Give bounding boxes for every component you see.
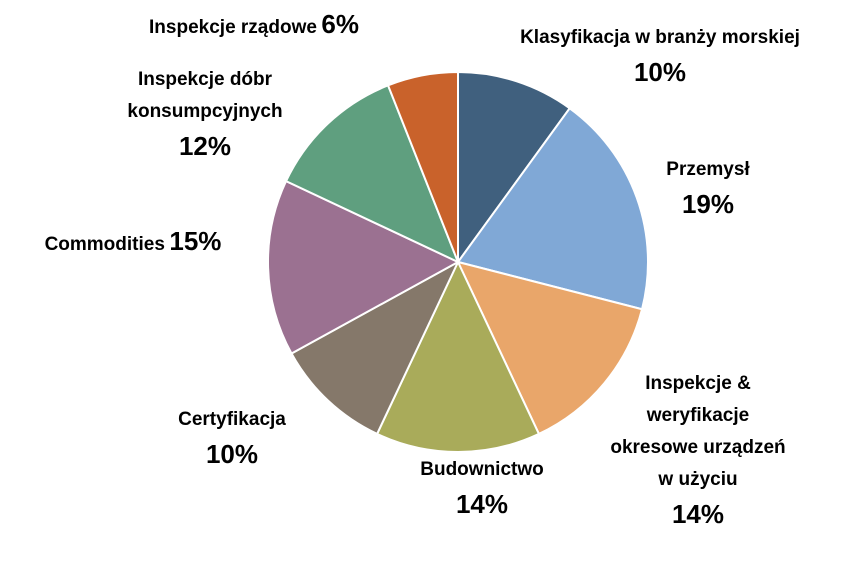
category-name: Klasyfikacja w branży morskiej [520, 27, 800, 48]
category-name: Inspekcje dóbr konsumpcyjnych [127, 69, 283, 122]
percent-label: 6% [321, 9, 359, 39]
percent-label: 19% [681, 189, 735, 219]
category-name: Inspekcje rządowe [149, 17, 317, 38]
slice-label: Inspekcje rządowe 6% [94, 6, 414, 44]
slice-label: Przemysł 19% [633, 154, 783, 222]
slice-label: Inspekcje & weryfikacje okresowe urządze… [608, 368, 788, 532]
slice-label: Budownictwo 14% [382, 454, 582, 522]
pie-slice [456, 106, 649, 311]
slice-label: Commodities 15% [3, 223, 263, 261]
pie-slice [284, 84, 460, 264]
category-name: Inspekcje & weryfikacje okresowe urządze… [610, 373, 786, 490]
pie-slice [290, 259, 461, 436]
pie-slice [456, 260, 644, 436]
slice-label: Klasyfikacja w branży morskiej 10% [450, 22, 859, 90]
category-name: Przemysł [666, 159, 750, 180]
percent-label: 12% [178, 131, 232, 161]
pie-slice [457, 70, 572, 266]
pie-slice [375, 259, 541, 453]
percent-label: 14% [671, 499, 725, 529]
percent-label: 10% [205, 439, 259, 469]
category-name: Certyfikacja [178, 409, 286, 430]
pie-slice [267, 179, 461, 355]
category-name: Budownictwo [420, 459, 544, 480]
slice-label: Certyfikacja 10% [132, 404, 332, 472]
slice-label: Inspekcje dóbr konsumpcyjnych 12% [85, 64, 325, 164]
pie-slice [386, 70, 459, 263]
percent-label: 10% [633, 57, 687, 87]
percent-label: 14% [455, 489, 509, 519]
category-name: Commodities [44, 234, 165, 255]
percent-label: 15% [169, 226, 222, 256]
